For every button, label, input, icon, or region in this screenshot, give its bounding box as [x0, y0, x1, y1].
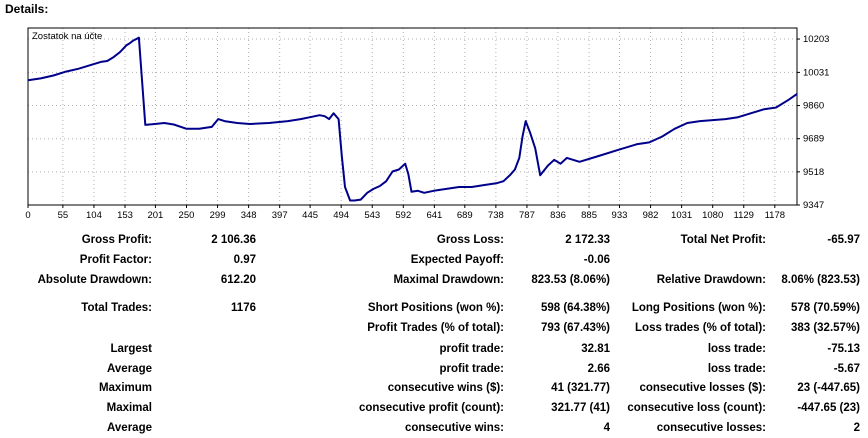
average-consecutive-losses-value: 2 [853, 422, 860, 434]
x-tick-label: 397 [272, 210, 288, 221]
x-tick-label: 104 [86, 210, 102, 221]
average-consecutive-wins-value: 4 [603, 422, 610, 434]
average-label: Average [107, 363, 152, 375]
max-consecutive-losses-label: consecutive losses ($): [639, 382, 766, 394]
y-tick-label: 9518 [803, 167, 824, 178]
average-profit-trade-label: profit trade: [439, 363, 504, 375]
total-net-profit-value: -65.97 [827, 234, 860, 246]
short-positions-value: 598 (64.38%) [540, 302, 610, 314]
gross-loss-value: 2 172.33 [565, 234, 610, 246]
absolute-drawdown-value: 612.20 [220, 274, 256, 286]
x-tick-label: 885 [581, 210, 597, 221]
total-net-profit-label: Total Net Profit: [680, 234, 766, 246]
loss-trades-value: 383 (32.57%) [790, 322, 860, 334]
absolute-drawdown-label: Absolute Drawdown: [37, 274, 152, 286]
max-consecutive-losses-value: 23 (-447.65) [797, 382, 860, 394]
x-tick-label: 1178 [765, 210, 785, 221]
x-tick-label: 55 [58, 210, 69, 221]
average-consecutive-label: Average [107, 422, 152, 434]
x-tick-label: 201 [147, 210, 163, 221]
maximum-label: Maximum [98, 382, 152, 394]
y-tick-label: 9689 [803, 134, 824, 145]
x-tick-label: 0 [25, 210, 30, 221]
expected-payoff-label: Expected Payoff: [410, 254, 504, 266]
x-tick-label: 445 [302, 210, 318, 221]
long-positions-label: Long Positions (won %): [631, 302, 766, 314]
y-tick-label: 9860 [803, 101, 824, 112]
largest-profit-trade-value: 32.81 [581, 343, 610, 355]
total-trades-value: 1176 [231, 302, 256, 314]
x-tick-label: 1129 [734, 210, 754, 221]
gross-loss-label: Gross Loss: [436, 234, 504, 246]
largest-label: Largest [110, 343, 152, 355]
expected-payoff-value: -0.06 [583, 254, 610, 266]
average-loss-trade-value: -5.67 [833, 363, 860, 375]
chart-title: Zostatok na účte [32, 31, 102, 42]
y-tick-label: 10031 [803, 67, 829, 78]
plot-frame [27, 27, 798, 206]
long-positions-value: 578 (70.59%) [790, 302, 860, 314]
x-tick-label: 348 [241, 210, 257, 221]
maximal-consecutive-loss-value: -447.65 (23) [797, 402, 860, 414]
largest-loss-trade-label: loss trade: [707, 343, 766, 355]
largest-loss-trade-value: -75.13 [827, 343, 860, 355]
maximal-consecutive-loss-label: consecutive loss (count): [627, 402, 766, 414]
profit-trades-label: Profit Trades (% of total): [367, 322, 504, 334]
average-loss-trade-label: loss trade: [707, 363, 766, 375]
maximal-consecutive-profit-label: consecutive profit (count): [358, 402, 504, 414]
x-axis-ticks: 0 55 104 153 201 250 299 348 397 445 494 543 592 641 6… [25, 205, 785, 221]
relative-drawdown-label: Relative Drawdown: [656, 274, 766, 286]
x-tick-label: 836 [550, 210, 566, 221]
profit-trades-value: 793 (67.43%) [540, 322, 610, 334]
x-tick-label: 933 [612, 210, 628, 221]
x-tick-label: 494 [333, 210, 349, 221]
largest-profit-trade-label: profit trade: [439, 343, 504, 355]
average-consecutive-losses-label: consecutive losses: [656, 422, 766, 434]
profit-factor-value: 0.97 [233, 254, 256, 266]
maximal-label: Maximal [106, 402, 152, 414]
relative-drawdown-value: 8.06% (823.53) [781, 274, 860, 286]
y-tick-label: 10203 [803, 34, 829, 45]
balance-chart: Zostatok na účte 0 55 104 153 201 250 299 348 39… [25, 27, 829, 221]
x-tick-label: 153 [117, 210, 133, 221]
details-heading: Details: [5, 2, 49, 16]
gross-profit-label: Gross Profit: [81, 234, 152, 246]
maximal-consecutive-profit-value: 321.77 (41) [551, 402, 610, 414]
short-positions-label: Short Positions (won %): [367, 302, 504, 314]
x-tick-label: 299 [210, 210, 226, 221]
series-line-balance [27, 36, 798, 202]
y-tick-label: 9347 [803, 200, 824, 211]
y-axis-ticks: 9347 9518 9689 9860 10031 10203 [797, 34, 829, 211]
x-tick-label: 250 [179, 210, 195, 221]
max-consecutive-wins-label: consecutive wins ($): [387, 382, 504, 394]
maximal-drawdown-value: 823.53 (8.06%) [531, 274, 610, 286]
average-profit-trade-value: 2.66 [587, 363, 610, 375]
x-tick-label: 982 [643, 210, 659, 221]
maximal-drawdown-label: Maximal Drawdown: [393, 274, 504, 286]
x-tick-label: 1080 [702, 210, 723, 221]
max-consecutive-wins-value: 41 (321.77) [551, 382, 610, 394]
x-tick-label: 738 [488, 210, 504, 221]
loss-trades-label: Loss trades (% of total): [635, 322, 766, 334]
x-tick-label: 1031 [671, 210, 692, 221]
profit-factor-label: Profit Factor: [79, 254, 152, 266]
average-consecutive-wins-label: consecutive wins: [404, 422, 504, 434]
total-trades-label: Total Trades: [81, 302, 152, 314]
x-tick-label: 641 [426, 210, 442, 221]
x-tick-label: 787 [519, 210, 535, 221]
x-tick-label: 543 [364, 210, 380, 221]
gross-profit-value: 2 106.36 [211, 234, 256, 246]
x-tick-label: 689 [457, 210, 473, 221]
x-tick-label: 592 [395, 210, 411, 221]
